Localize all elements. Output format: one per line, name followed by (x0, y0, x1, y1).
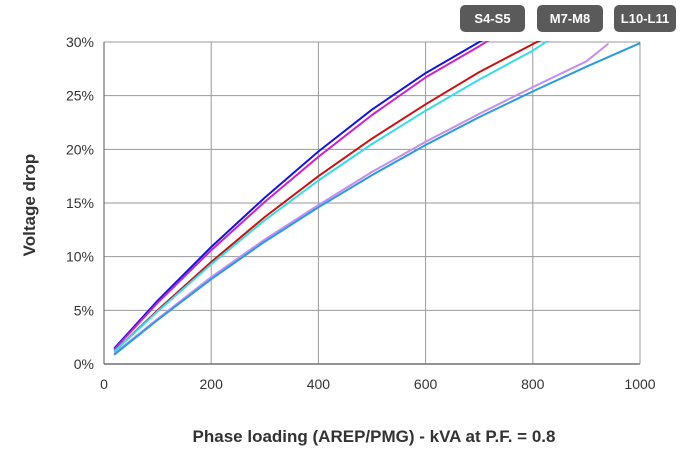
y-tick-label: 0% (74, 356, 94, 372)
y-tick-label: 30% (66, 34, 94, 50)
y-tick-label: 5% (74, 302, 94, 318)
tab-l10-l11[interactable]: L10-L11 (614, 5, 676, 32)
y-axis-title: Voltage drop (20, 153, 39, 257)
series-line-3 (113, 41, 542, 353)
y-tick-label: 15% (66, 195, 94, 211)
series-group (113, 41, 640, 356)
y-tick-label: 10% (66, 249, 94, 265)
x-tick-label: 800 (521, 376, 545, 392)
x-tick-label: 400 (307, 376, 331, 392)
x-tick-label: 0 (100, 376, 108, 392)
series-line-6 (113, 42, 640, 356)
x-tick-label: 200 (200, 376, 224, 392)
y-tick-label: 20% (66, 141, 94, 157)
x-tick-label: 1000 (624, 376, 655, 392)
tab-m7-m8[interactable]: M7-M8 (537, 5, 603, 32)
series-line-1 (113, 41, 484, 349)
series-line-2 (113, 41, 490, 350)
series-line-4 (113, 41, 550, 353)
x-tick-label: 600 (414, 376, 438, 392)
series-line-5 (113, 43, 609, 355)
tab-s4-s5[interactable]: S4-S5 (460, 5, 525, 32)
y-tick-label: 25% (66, 88, 94, 104)
x-axis-title: Phase loading (AREP/PMG) - kVA at P.F. =… (192, 427, 556, 446)
